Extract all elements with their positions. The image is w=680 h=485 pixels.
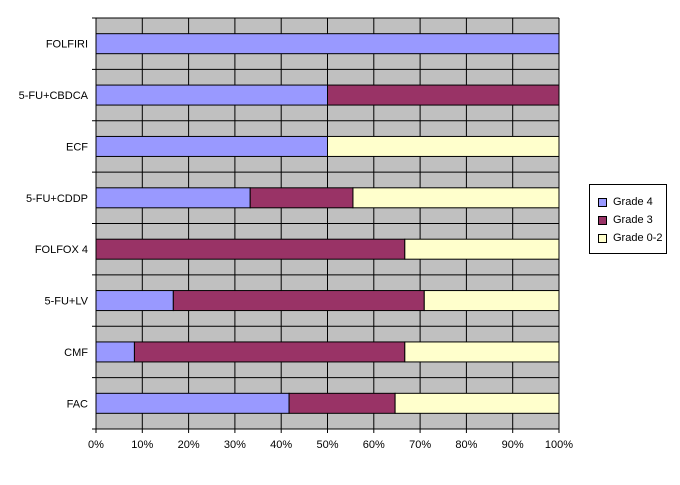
legend-label-grade-4: Grade 4 — [613, 196, 653, 208]
bar-1-1 — [327, 84, 560, 106]
category-label-0: FOLFIRI — [46, 39, 88, 51]
bar-3-2 — [352, 187, 560, 209]
bar-2-0 — [95, 135, 328, 157]
category-label-4: FOLFOX 4 — [35, 244, 88, 256]
bar-5-2 — [423, 290, 560, 312]
x-tick-label-10: 100% — [545, 439, 573, 451]
legend-label-grade-3: Grade 3 — [613, 214, 653, 226]
x-tick-label-0: 0% — [88, 439, 104, 451]
bar-5-0 — [95, 290, 174, 312]
x-tick-label-2: 20% — [178, 439, 200, 451]
legend-label-grade-0-2: Grade 0-2 — [613, 232, 663, 244]
x-tick-label-4: 40% — [270, 439, 292, 451]
bar-5-1 — [172, 290, 425, 312]
legend-item-grade-4: Grade 4 — [598, 195, 653, 209]
legend-swatch-grade-0-2 — [598, 233, 607, 243]
bar-6-2 — [404, 341, 560, 363]
x-tick-label-5: 50% — [316, 439, 338, 451]
legend: Grade 4 Grade 3 Grade 0-2 — [589, 184, 667, 254]
bar-2-2 — [327, 135, 560, 157]
category-label-2: ECF — [66, 141, 88, 153]
x-tick-label-6: 60% — [363, 439, 385, 451]
x-tick-label-7: 70% — [409, 439, 431, 451]
category-label-7: FAC — [67, 398, 88, 410]
x-tick-label-3: 30% — [224, 439, 246, 451]
legend-item-grade-3: Grade 3 — [598, 213, 653, 227]
category-label-5: 5-FU+LV — [44, 296, 88, 308]
bar-4-2 — [404, 238, 560, 260]
x-tick-label-1: 10% — [131, 439, 153, 451]
bar-3-0 — [95, 187, 251, 209]
bar-3-1 — [249, 187, 354, 209]
category-label-1: 5-FU+CBDCA — [19, 90, 89, 102]
legend-item-grade-0-2: Grade 0-2 — [598, 231, 663, 245]
category-label-6: CMF — [64, 347, 88, 359]
category-label-3: 5-FU+CDDP — [26, 193, 88, 205]
legend-swatch-grade-4 — [598, 197, 607, 207]
bar-7-1 — [288, 392, 396, 414]
x-tick-label-8: 80% — [455, 439, 477, 451]
bar-6-0 — [95, 341, 135, 363]
bar-7-2 — [394, 392, 560, 414]
bar-4-1 — [95, 238, 406, 260]
bar-0-0 — [95, 33, 560, 55]
bar-6-1 — [133, 341, 406, 363]
legend-swatch-grade-3 — [598, 215, 607, 225]
bar-1-0 — [95, 84, 328, 106]
x-tick-label-9: 90% — [502, 439, 524, 451]
bar-7-0 — [95, 392, 290, 414]
